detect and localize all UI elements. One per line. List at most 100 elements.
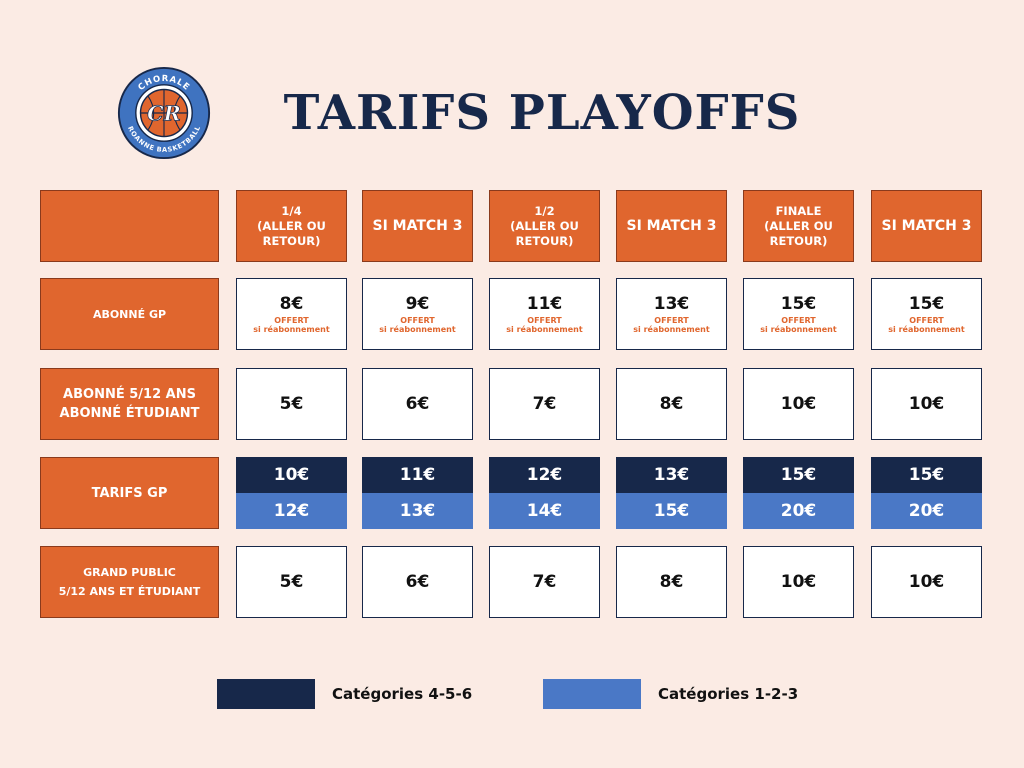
- row-label-line: TARIFS GP: [91, 485, 168, 501]
- price-split-cell: 12€ 14€: [489, 457, 600, 529]
- column-header-line: SI MATCH 3: [372, 218, 463, 234]
- legend-swatch-cat-456: [217, 679, 315, 709]
- price-cell: 6€: [362, 368, 473, 440]
- column-header: 1/2 (ALLER OU RETOUR): [489, 190, 600, 262]
- price-value: 6€: [405, 572, 430, 592]
- price-value: 13€: [653, 294, 690, 314]
- logo-monogram: CR: [147, 102, 181, 126]
- price-cell: 8€: [616, 368, 727, 440]
- price-note-line: OFFERT: [274, 316, 309, 325]
- price-value: 10€: [908, 572, 945, 592]
- price-split-cell: 11€ 13€: [362, 457, 473, 529]
- price-value: 15€: [908, 294, 945, 314]
- price-note-line: si réabonnement: [253, 325, 330, 334]
- price-note-line: OFFERT: [527, 316, 562, 325]
- price-cat-456: 15€: [743, 457, 854, 493]
- price-value: 10€: [780, 572, 817, 592]
- price-cat-456: 12€: [489, 457, 600, 493]
- legend-label-cat-123: Catégories 1-2-3: [658, 685, 799, 703]
- price-cell: 13€ OFFERT si réabonnement: [616, 278, 727, 350]
- column-header: SI MATCH 3: [362, 190, 473, 262]
- price-cat-456: 15€: [871, 457, 982, 493]
- price-cat-123: 13€: [362, 493, 473, 529]
- price-cell: 9€ OFFERT si réabonnement: [362, 278, 473, 350]
- price-cell: 10€: [743, 368, 854, 440]
- column-header-line: RETOUR): [515, 233, 574, 248]
- price-value: 7€: [532, 394, 557, 414]
- price-split-cell: 15€ 20€: [871, 457, 982, 529]
- price-note-line: si réabonnement: [760, 325, 837, 334]
- price-cat-123: 14€: [489, 493, 600, 529]
- price-note-line: si réabonnement: [888, 325, 965, 334]
- row-label: GRAND PUBLIC 5/12 ANS ET ÉTUDIANT: [40, 546, 219, 618]
- column-header-line: SI MATCH 3: [626, 218, 717, 234]
- price-note: OFFERT si réabonnement: [633, 316, 709, 334]
- price-cell: 15€ OFFERT si réabonnement: [743, 278, 854, 350]
- column-header-line: (ALLER OU: [764, 218, 833, 233]
- price-note: OFFERT si réabonnement: [760, 316, 836, 334]
- column-header-line: FINALE: [775, 203, 822, 218]
- price-value: 10€: [780, 394, 817, 414]
- price-note-line: si réabonnement: [506, 325, 583, 334]
- price-value: 5€: [279, 394, 304, 414]
- legend-label-cat-456: Catégories 4-5-6: [332, 685, 473, 703]
- row-label-line: ABONNÉ GP: [92, 307, 167, 321]
- row-label-line: ABONNÉ 5/12 ANS: [63, 387, 196, 402]
- row-label: TARIFS GP: [40, 457, 219, 529]
- row-label: ABONNÉ 5/12 ANS ABONNÉ ÉTUDIANT: [40, 368, 219, 440]
- club-logo: CR CHORALE ROANNE BASKETBALL: [117, 66, 211, 160]
- price-cell: 8€: [616, 546, 727, 618]
- column-header-line: 1/2: [534, 203, 555, 218]
- price-value: 9€: [405, 294, 430, 314]
- column-header-line: (ALLER OU: [510, 218, 579, 233]
- price-cell: 7€: [489, 368, 600, 440]
- price-value: 10€: [908, 394, 945, 414]
- column-header: 1/4 (ALLER OU RETOUR): [236, 190, 347, 262]
- price-value: 8€: [659, 394, 684, 414]
- price-value: 8€: [279, 294, 304, 314]
- price-cat-456: 13€: [616, 457, 727, 493]
- price-note-line: OFFERT: [909, 316, 944, 325]
- price-cat-456: 11€: [362, 457, 473, 493]
- page-title: TARIFS PLAYOFFS: [283, 85, 801, 141]
- price-note-line: si réabonnement: [633, 325, 710, 334]
- price-cell: 5€: [236, 546, 347, 618]
- price-cell: 10€: [871, 546, 982, 618]
- price-note: OFFERT si réabonnement: [888, 316, 964, 334]
- column-header: SI MATCH 3: [871, 190, 982, 262]
- price-cat-123: 15€: [616, 493, 727, 529]
- price-note-line: OFFERT: [654, 316, 689, 325]
- header-corner-cell: [40, 190, 219, 262]
- column-header-line: RETOUR): [262, 233, 321, 248]
- price-note-line: OFFERT: [400, 316, 435, 325]
- price-value: 7€: [532, 572, 557, 592]
- price-cat-123: 20€: [871, 493, 982, 529]
- price-split-cell: 10€ 12€: [236, 457, 347, 529]
- price-value: 11€: [526, 294, 563, 314]
- price-value: 5€: [279, 572, 304, 592]
- column-header: FINALE (ALLER OU RETOUR): [743, 190, 854, 262]
- price-cell: 15€ OFFERT si réabonnement: [871, 278, 982, 350]
- price-cell: 6€: [362, 546, 473, 618]
- price-cat-123: 20€: [743, 493, 854, 529]
- row-label-line: ABONNÉ ÉTUDIANT: [59, 406, 200, 421]
- row-label-line: 5/12 ANS ET ÉTUDIANT: [58, 585, 201, 598]
- row-label-line: GRAND PUBLIC: [83, 566, 176, 579]
- price-note: OFFERT si réabonnement: [506, 316, 582, 334]
- price-note: OFFERT si réabonnement: [253, 316, 329, 334]
- price-cat-123: 12€: [236, 493, 347, 529]
- column-header-line: SI MATCH 3: [881, 218, 972, 234]
- price-cell: 7€: [489, 546, 600, 618]
- column-header: SI MATCH 3: [616, 190, 727, 262]
- price-note-line: si réabonnement: [379, 325, 456, 334]
- column-header-line: (ALLER OU: [257, 218, 326, 233]
- price-note-line: OFFERT: [781, 316, 816, 325]
- row-label: ABONNÉ GP: [40, 278, 219, 350]
- price-cell: 10€: [871, 368, 982, 440]
- price-cell: 8€ OFFERT si réabonnement: [236, 278, 347, 350]
- price-value: 8€: [659, 572, 684, 592]
- price-value: 15€: [780, 294, 817, 314]
- column-header-line: RETOUR): [769, 233, 828, 248]
- price-cat-456: 10€: [236, 457, 347, 493]
- price-split-cell: 15€ 20€: [743, 457, 854, 529]
